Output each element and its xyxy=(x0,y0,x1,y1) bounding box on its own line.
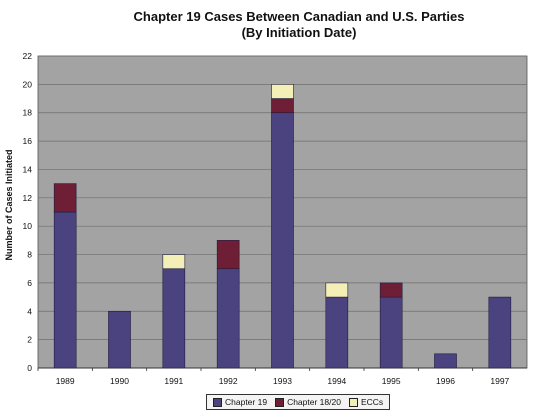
bar-eccs-1993 xyxy=(271,84,294,99)
y-tick-label: 20 xyxy=(23,79,33,89)
y-tick-label: 8 xyxy=(27,250,32,260)
x-tick-label: 1992 xyxy=(219,376,238,386)
bar-chapter-18-20-1993 xyxy=(271,98,294,114)
chart-subtitle: (By Initiation Date) xyxy=(241,25,357,40)
y-axis-label: Number of Cases Initiated xyxy=(4,149,14,261)
x-tick-label: 1989 xyxy=(56,376,75,386)
chart-title-block: Chapter 19 Cases Between Canadian and U.… xyxy=(60,9,538,41)
legend: Chapter 19 Chapter 18/20 ECCs xyxy=(206,394,391,410)
bar-eccs-1991 xyxy=(162,254,186,270)
x-tick-label: 1990 xyxy=(110,376,129,386)
bar-chapter-19-1995 xyxy=(379,296,403,369)
legend-item: Chapter 18/20 xyxy=(275,397,341,407)
x-tick-label: 1995 xyxy=(382,376,401,386)
legend-label: ECCs xyxy=(360,397,384,407)
y-tick-label: 14 xyxy=(23,164,33,174)
bar-chapter-18-20-1995 xyxy=(379,282,403,298)
legend-swatch xyxy=(275,397,285,407)
legend-swatch xyxy=(348,397,358,407)
bar-eccs-1994 xyxy=(325,282,349,298)
x-tick-label: 1997 xyxy=(490,376,509,386)
legend-label: Chapter 19 xyxy=(225,397,268,407)
bar-chapter-19-1991 xyxy=(162,268,186,369)
bar-chapter-19-1990 xyxy=(108,310,131,369)
y-tick-label: 4 xyxy=(27,306,32,316)
legend-item: ECCs xyxy=(348,397,384,407)
x-tick-label: 1991 xyxy=(164,376,183,386)
x-tick-label: 1993 xyxy=(273,376,292,386)
legend-item: Chapter 19 xyxy=(213,397,267,407)
y-tick-label: 2 xyxy=(27,335,32,345)
y-tick-label: 16 xyxy=(23,136,33,146)
legend-swatch xyxy=(213,397,222,407)
bar-chapter-18-20-1992 xyxy=(216,240,240,270)
y-tick-label: 22 xyxy=(23,51,33,61)
x-tick-label: 1996 xyxy=(436,376,455,386)
legend-label: Chapter 18/20 xyxy=(287,397,341,407)
bar-chapter-18-20-1989 xyxy=(53,183,77,213)
bar-chapter-19-1993 xyxy=(271,112,294,369)
bar-chapter-19-1992 xyxy=(216,268,240,369)
y-tick-label: 10 xyxy=(23,221,33,231)
bar-chapter-19-1994 xyxy=(325,296,349,369)
y-tick-label: 0 xyxy=(27,363,32,373)
x-tick-label: 1994 xyxy=(327,376,346,386)
bar-chapter-19-1997 xyxy=(488,296,512,369)
bar-chapter-19-1989 xyxy=(53,211,77,369)
y-tick-label: 18 xyxy=(23,108,33,118)
chart-title: Chapter 19 Cases Between Canadian and U.… xyxy=(133,9,465,24)
y-tick-label: 6 xyxy=(27,278,32,288)
y-tick-label: 12 xyxy=(23,193,33,203)
bar-chapter-19-1996 xyxy=(434,353,457,369)
